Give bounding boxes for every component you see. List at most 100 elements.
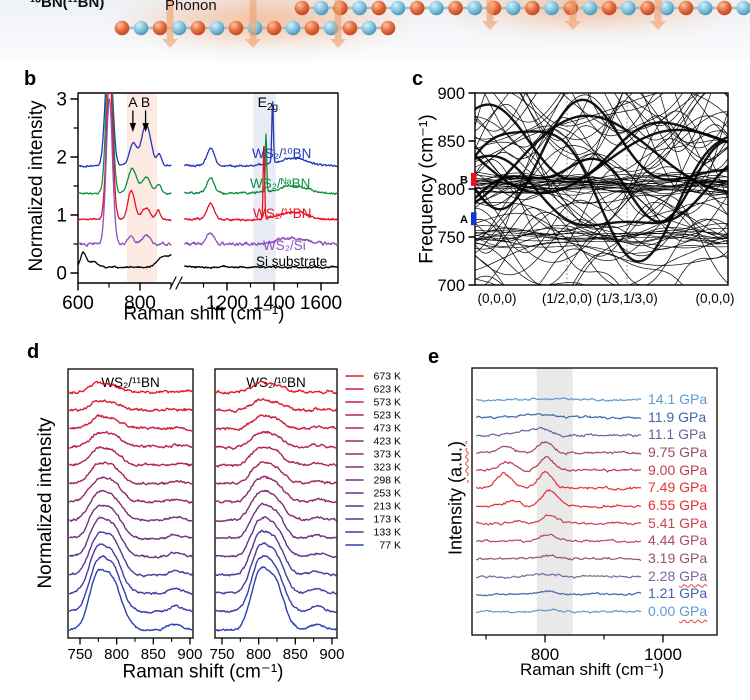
svg-text:573 K: 573 K (374, 397, 401, 409)
pressure-label-3-19-GPa: 3.19 GPa (648, 549, 708, 566)
svg-text:623 K: 623 K (374, 384, 401, 396)
panel-e-chart: 800 1000 (471, 367, 718, 664)
panel-d-curves-0 (69, 380, 193, 632)
panel-b-annotations: A B E2g (128, 94, 278, 132)
svg-text:WS₂/¹⁰BN: WS₂/¹⁰BN (252, 146, 311, 161)
series-1 (78, 93, 338, 196)
svg-text:WS₂/¹¹BN: WS₂/¹¹BN (101, 375, 159, 390)
svg-text:0: 0 (56, 264, 67, 285)
svg-text:298 K: 298 K (374, 475, 401, 487)
svg-text:900: 900 (177, 646, 202, 663)
svg-text:473 K: 473 K (374, 423, 401, 435)
panel-d-axes-1: 750 800 850 900 WS₂/¹⁰BN (209, 375, 344, 663)
pressure-label-9-00-GPa: 9.00 GPa (648, 461, 708, 478)
svg-text:3: 3 (56, 90, 67, 111)
panel-b-axes: 600 800 1200 1400 1600 0 1 2 3 (56, 90, 342, 315)
panel-d-curves-1 (215, 380, 337, 632)
panel-d-xlabel: Raman shift (cm⁻¹) (122, 661, 284, 683)
panel-letter-c: c (412, 68, 424, 90)
panel-e-ylabel-au: (a.u.) (445, 440, 466, 483)
panel-d-ylabel: Normalized intensity (35, 417, 56, 589)
panel-e-curves (476, 397, 642, 614)
svg-text:1000: 1000 (644, 645, 682, 664)
panel-b-ylabel: Normalized intensity (26, 100, 47, 272)
svg-text:(1/3,1/3,0): (1/3,1/3,0) (596, 291, 658, 306)
svg-text:WS₂/¹⁰BN: WS₂/¹⁰BN (246, 375, 305, 390)
svg-text:Si substrate: Si substrate (256, 254, 327, 269)
panel-b-xlabel: Raman shift (cm⁻¹) (123, 303, 285, 325)
atom-chain (114, 20, 396, 36)
phonon-label: Phonon (165, 0, 217, 14)
svg-text:900: 900 (319, 646, 344, 663)
svg-text:WS₂/¹¹BN: WS₂/¹¹BN (253, 206, 311, 221)
svg-text:A: A (460, 214, 468, 226)
svg-text:900: 900 (437, 85, 465, 103)
pressure-label-11-9-GPa: 11.9 GPa (648, 408, 707, 425)
svg-text:(0,0,0): (0,0,0) (695, 291, 734, 306)
phonon-bands (475, 93, 728, 285)
mode-marker-B (471, 172, 477, 186)
svg-text:213 K: 213 K (374, 501, 401, 513)
svg-text:1600: 1600 (300, 293, 342, 314)
svg-text:WS₂/Si: WS₂/Si (263, 238, 306, 253)
panel-c-chart: 700 750 800 850 900 B A (0,0,0) (1/2,0,0) (1/3,1/… (437, 85, 734, 306)
panel-b-curves (78, 93, 338, 270)
svg-text:800: 800 (246, 646, 271, 663)
panel-letter-d: d (27, 341, 40, 363)
svg-text:E2g: E2g (258, 94, 278, 113)
series-2 (78, 93, 338, 222)
shaded-band (536, 368, 573, 635)
svg-text:1: 1 (56, 206, 67, 227)
svg-text:173 K: 173 K (374, 514, 401, 526)
svg-text:WS₂/ᴺᵃBN: WS₂/ᴺᵃBN (250, 176, 310, 191)
panel-letter-e: e (428, 346, 440, 368)
pressure-label-0-00-GPa: 0.00 GPa (648, 602, 708, 619)
series-0 (78, 93, 338, 168)
panel-e-ylabel-text: Intensity (445, 482, 466, 556)
phonon-illustration: ¹⁰BN(¹¹BN) Phonon (0, 0, 750, 62)
atom-chains-drawing (114, 0, 750, 48)
mode-marker-A (471, 212, 477, 226)
phonon-arrows (162, 0, 666, 48)
panel-letter-b: b (24, 68, 37, 90)
series-3 (78, 98, 338, 247)
svg-text:B: B (141, 94, 150, 110)
svg-text:423 K: 423 K (374, 436, 401, 448)
pressure-label-6-55-GPa: 6.55 GPa (648, 496, 708, 513)
bn-isotope-label: ¹⁰BN(¹¹BN) (30, 0, 105, 11)
pressure-label-4-44-GPa: 4.44 GPa (648, 532, 708, 549)
svg-text:77 K: 77 K (379, 540, 401, 552)
panel-c-ylabel: Frequency (cm⁻¹) (416, 114, 438, 264)
svg-text:850: 850 (141, 646, 166, 663)
svg-text:253 K: 253 K (374, 488, 401, 500)
pressure-label-11-1-GPa: 11.1 GPa (648, 426, 707, 443)
panel-d-chart: 750 800 850 900 WS₂/¹¹BN 750 800 850 900 WS₂/¹⁰BN… (67, 368, 401, 663)
svg-text:750: 750 (209, 646, 234, 663)
panel-e-ylabel: Intensity (a.u.) (446, 441, 467, 555)
svg-text:750: 750 (437, 229, 465, 247)
pressure-label-2-28-GPa: 2.28 GPa (648, 567, 708, 584)
svg-text:2: 2 (56, 148, 67, 169)
svg-text:600: 600 (62, 293, 94, 314)
svg-text:(0,0,0): (0,0,0) (477, 291, 516, 306)
svg-text:523 K: 523 K (374, 410, 401, 422)
pressure-label-7-49-GPa: 7.49 GPa (648, 479, 708, 496)
svg-text:850: 850 (437, 133, 465, 151)
svg-text:1200: 1200 (206, 293, 248, 314)
svg-text:323 K: 323 K (374, 462, 401, 474)
svg-text:133 K: 133 K (374, 527, 401, 539)
svg-text:1400: 1400 (253, 293, 295, 314)
svg-text:373 K: 373 K (374, 449, 401, 461)
svg-text:850: 850 (283, 646, 308, 663)
svg-text:673 K: 673 K (374, 371, 401, 383)
svg-text:(1/2,0,0): (1/2,0,0) (542, 291, 592, 306)
pressure-label-1-21-GPa: 1.21 GPa (648, 585, 708, 602)
panel-e-frame (471, 367, 718, 636)
pressure-label-9-75-GPa: 9.75 GPa (648, 443, 708, 460)
svg-text:B: B (460, 174, 468, 186)
panel-d-frame-0 (67, 368, 194, 639)
atom-chain (294, 0, 750, 16)
svg-text:800: 800 (124, 293, 156, 314)
